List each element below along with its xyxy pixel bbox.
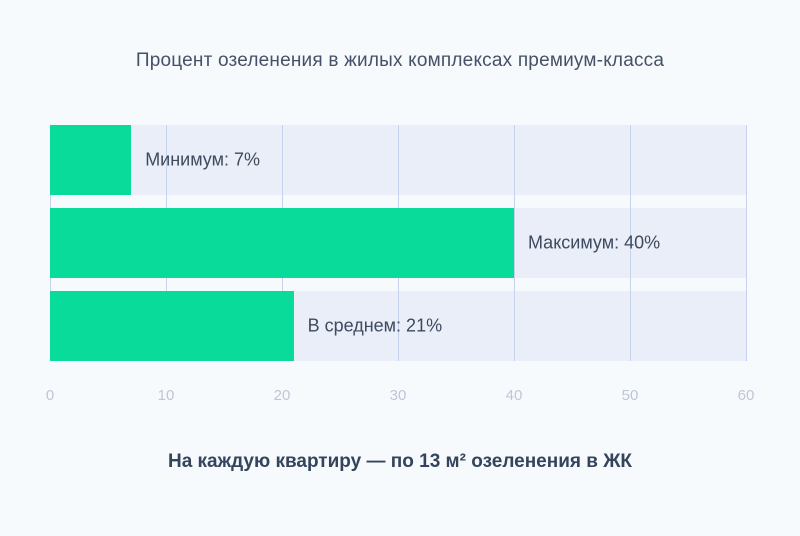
- bar: [50, 291, 294, 361]
- bar-label: В среднем: 21%: [307, 315, 443, 336]
- x-tick-label: 10: [157, 387, 175, 404]
- gridline: [513, 125, 515, 361]
- chart-caption: На каждую квартиру — по 13 м² озеленения…: [167, 451, 633, 472]
- x-tick-label: 30: [389, 387, 407, 404]
- x-tick-label: 50: [621, 387, 639, 404]
- bar-label: Максимум: 40%: [527, 232, 661, 253]
- x-tick-label: 0: [45, 387, 55, 404]
- x-tick-label: 20: [273, 387, 291, 404]
- gridline: [629, 125, 631, 361]
- x-tick-label: 60: [737, 387, 755, 404]
- bar: [50, 125, 132, 195]
- x-tick-label: 40: [505, 387, 523, 404]
- x-axis: 0 10 20 30 40 50 60: [46, 387, 755, 407]
- gridline: [745, 125, 747, 361]
- bar-label: Минимум: 7%: [145, 149, 260, 170]
- chart-title: Процент озеленения в жилых комплексах пр…: [135, 50, 665, 71]
- bar-row: Максимум: 40%: [50, 208, 746, 278]
- bar: [50, 208, 514, 278]
- plot-area: Минимум: 7% Максимум: 40% В среднем: 21%: [49, 125, 747, 361]
